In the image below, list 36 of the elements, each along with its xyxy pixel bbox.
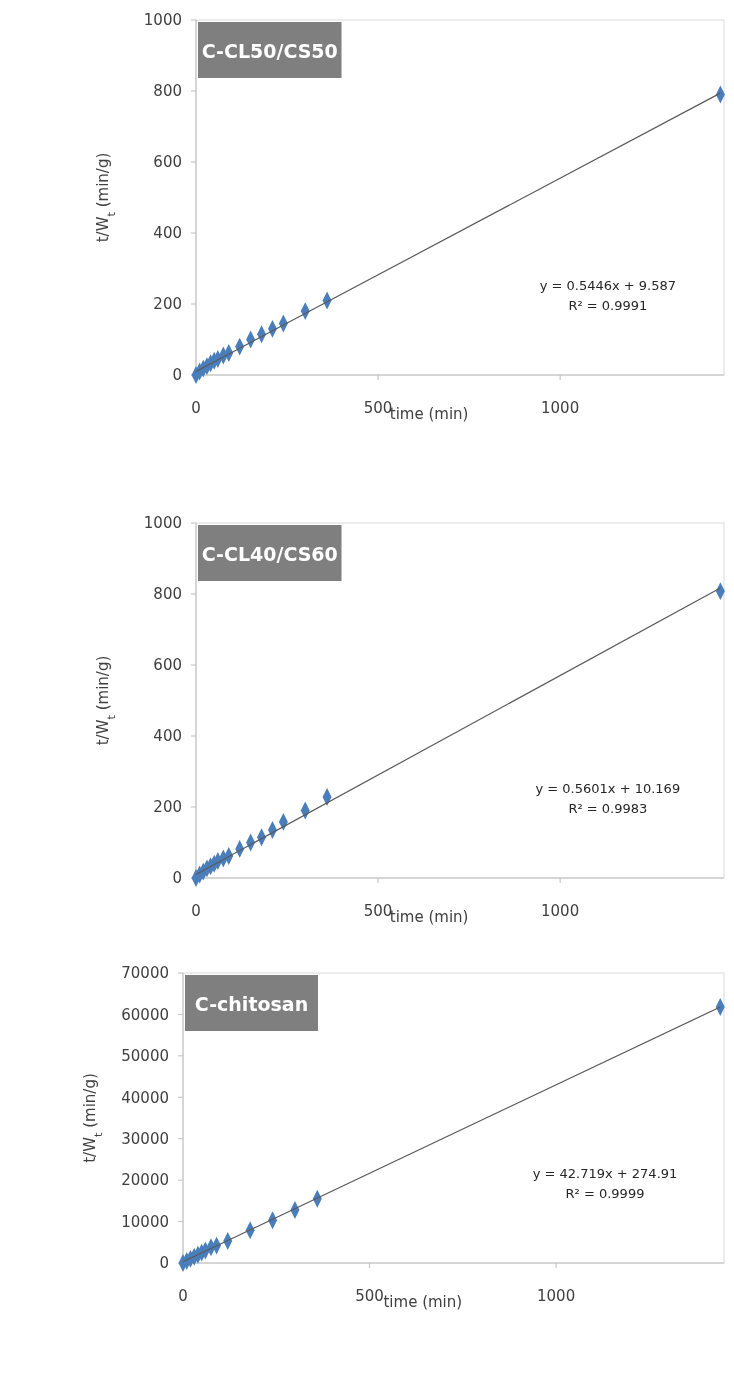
y-tick-label: 60000 [121,1005,169,1024]
text: C-CL40/CS60 [201,543,338,565]
y-tick-label: 400 [153,727,182,746]
y-tick-label: 1000 [143,514,182,533]
y-tick-label: 800 [153,585,182,604]
annotation: R² = 0.9991 [568,298,648,313]
text: C-chitosan [194,993,309,1015]
y-tick-label: 200 [153,295,182,314]
y-tick-label: 600 [153,153,182,172]
y-tick-label: 400 [153,224,182,243]
y-tick-label: 1000 [143,11,182,30]
annotation: R² = 0.9999 [565,1186,645,1201]
annotation: y = 0.5446x + 9.587 [539,278,677,293]
y-tick-label: 20000 [121,1171,169,1190]
y-tick-label: 50000 [121,1047,169,1066]
x-tick-label: 0 [191,399,201,417]
annotation: y = 42.719x + 274.91 [532,1166,678,1181]
y-tick-label: 70000 [121,964,169,983]
y-tick-label: 40000 [121,1088,169,1107]
y-tick-label: 0 [172,366,182,385]
y-tick-label: 30000 [121,1129,169,1148]
x-axis-title: time (min) [383,1293,463,1311]
y-tick-label: 10000 [121,1212,169,1231]
annotation: R² = 0.9983 [568,801,648,816]
x-tick-label: 500 [355,1287,384,1305]
y-tick-label: 200 [153,798,182,817]
x-tick-label: 0 [191,902,201,920]
y-tick-label: 800 [153,82,182,101]
x-tick-label: 1000 [541,902,580,920]
x-tick-label: 1000 [541,399,580,417]
text: C-CL50/CS50 [201,40,338,62]
annotation: y = 0.5601x + 10.169 [535,781,681,796]
y-tick-label: 0 [159,1254,169,1273]
x-tick-label: 1000 [537,1287,576,1305]
y-tick-label: 0 [172,869,182,888]
y-tick-label: 600 [153,656,182,675]
